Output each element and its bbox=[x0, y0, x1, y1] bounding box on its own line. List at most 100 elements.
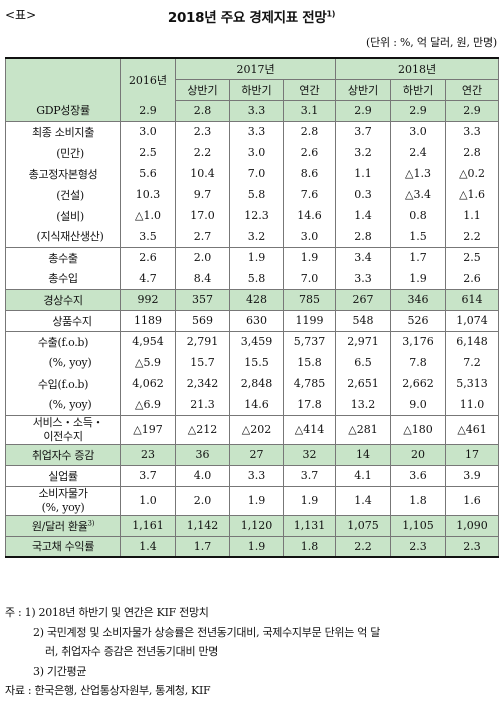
cell: 569 bbox=[175, 309, 230, 331]
cell: 4.7 bbox=[120, 268, 176, 289]
row-label: 수입(f.o.b) bbox=[5, 373, 121, 394]
header-period: 상반기 bbox=[175, 79, 230, 101]
table-row: (지식재산생산) 3.5 2.7 3.2 3.0 2.8 1.5 2.2 bbox=[5, 226, 500, 247]
cell: 1,142 bbox=[175, 514, 230, 536]
cell: 2.3 bbox=[175, 120, 230, 142]
cell: 2.2 bbox=[445, 226, 500, 247]
cell: 2.2 bbox=[335, 535, 392, 558]
cell: 17.0 bbox=[175, 205, 230, 226]
row-label: (건설) bbox=[5, 184, 121, 205]
footnote-3: 3) 기간평균 bbox=[33, 665, 87, 678]
cell: 2.9 bbox=[390, 100, 447, 121]
cell: 14.6 bbox=[229, 394, 284, 415]
page-title: 2018년 주요 경제지표 전망1) bbox=[5, 6, 498, 27]
cell: 548 bbox=[335, 309, 392, 331]
cell: 1,075 bbox=[335, 514, 392, 536]
cell: 3.4 bbox=[335, 246, 392, 268]
cell: 357 bbox=[175, 288, 230, 310]
cell: 3.0 bbox=[120, 120, 176, 142]
cell: 1.7 bbox=[390, 246, 447, 268]
table-row: 원/달러 환율3) 1,161 1,142 1,120 1,131 1,075 … bbox=[5, 514, 500, 536]
cell: 1,161 bbox=[120, 514, 176, 536]
cell: 0.3 bbox=[335, 184, 392, 205]
cell: 2.0 bbox=[175, 246, 230, 268]
row-label: 총고정자본형성 bbox=[5, 163, 121, 184]
cell: 1.6 bbox=[445, 485, 500, 515]
cell: 1.7 bbox=[175, 535, 230, 558]
cell: 2.9 bbox=[335, 100, 392, 121]
header-2017: 2017년 bbox=[174, 57, 337, 80]
footnote-1: 주 : 1) 2018년 하반기 및 연간은 KIF 전망치 bbox=[5, 606, 209, 619]
cell: 21.3 bbox=[175, 394, 230, 415]
cell: 12.3 bbox=[229, 205, 284, 226]
cell: 2.7 bbox=[175, 226, 230, 247]
cell: 992 bbox=[120, 288, 176, 310]
cell: 2.3 bbox=[445, 535, 500, 558]
row-label: 상품수지 bbox=[5, 309, 121, 331]
row-label: 서비스・소득・ 이전수지 bbox=[5, 414, 121, 444]
cell: △180 bbox=[390, 414, 447, 444]
cell: 5.6 bbox=[120, 163, 176, 184]
cell: 10.4 bbox=[175, 163, 230, 184]
footnote-2-cont: 러, 취업자수 증감은 전년동기대비 만명 bbox=[45, 645, 219, 658]
cell: 23 bbox=[120, 443, 176, 465]
cell: 32 bbox=[282, 443, 337, 465]
row-label: GDP성장률 bbox=[5, 100, 121, 121]
cell: 1,120 bbox=[229, 514, 284, 536]
cell: 2,651 bbox=[335, 373, 392, 394]
cell: 5,313 bbox=[445, 373, 500, 394]
cell: 2.9 bbox=[445, 100, 500, 121]
cell: 7.0 bbox=[229, 163, 284, 184]
cell: 2.6 bbox=[445, 268, 500, 289]
cell: △1.6 bbox=[445, 184, 500, 205]
cell: 0.8 bbox=[390, 205, 447, 226]
cell: 1.0 bbox=[120, 485, 176, 515]
row-label-line: (%, yoy) bbox=[41, 500, 85, 514]
cell: 3.0 bbox=[390, 120, 447, 142]
header-period: 연간 bbox=[282, 79, 337, 101]
table-row: 상품수지 1189 569 630 1199 548 526 1,074 bbox=[5, 309, 500, 331]
cell: 1199 bbox=[282, 309, 337, 331]
row-label: (민간) bbox=[5, 142, 121, 163]
row-label: 실업률 bbox=[5, 464, 121, 486]
source-note: 자료 : 한국은행, 산업통상자원부, 통계청, KIF bbox=[5, 684, 211, 697]
cell: 3.3 bbox=[445, 120, 500, 142]
row-label: 취업자수 증감 bbox=[5, 443, 121, 465]
cell: 3,176 bbox=[390, 330, 447, 352]
unit-note: (단위 : %, 억 달러, 원, 만명) bbox=[366, 36, 497, 49]
row-label: 원/달러 환율3) bbox=[5, 514, 121, 536]
cell: 27 bbox=[229, 443, 284, 465]
cell: 1.1 bbox=[445, 205, 500, 226]
row-label-line: 이전수지 bbox=[43, 429, 83, 443]
cell: 1,131 bbox=[282, 514, 337, 536]
cell: 2.9 bbox=[120, 100, 176, 121]
table-row: 국고채 수익률 1.4 1.7 1.9 1.8 2.2 2.3 2.3 bbox=[5, 535, 500, 558]
table-row: 취업자수 증감 23 36 27 32 14 20 17 bbox=[5, 443, 500, 465]
cell: △1.3 bbox=[390, 163, 447, 184]
row-label: 총수입 bbox=[5, 268, 121, 289]
cell: 1.9 bbox=[229, 246, 284, 268]
table-row: 총고정자본형성 5.6 10.4 7.0 8.6 1.1 △1.3 △0.2 bbox=[5, 163, 500, 184]
cell: 17 bbox=[445, 443, 500, 465]
row-label: (지식재산생산) bbox=[5, 226, 121, 247]
cell: 2.5 bbox=[120, 142, 176, 163]
row-label: 경상수지 bbox=[5, 288, 121, 310]
cell: 3.7 bbox=[120, 464, 176, 486]
cell: 11.0 bbox=[445, 394, 500, 415]
cell: △197 bbox=[120, 414, 176, 444]
cell: 1.4 bbox=[335, 205, 392, 226]
table-row: (%, yoy) △5.9 15.7 15.5 15.8 6.5 7.8 7.2 bbox=[5, 352, 500, 373]
cell: 3.2 bbox=[335, 142, 392, 163]
cell: 14.6 bbox=[282, 205, 337, 226]
cell: 8.6 bbox=[282, 163, 337, 184]
cell: 5.8 bbox=[229, 268, 284, 289]
cell: 3.0 bbox=[229, 142, 284, 163]
title-footnote-mark: 1) bbox=[326, 9, 336, 19]
table-row: GDP성장률 2.9 2.8 3.3 3.1 2.9 2.9 2.9 bbox=[5, 100, 500, 121]
cell: 2.4 bbox=[390, 142, 447, 163]
cell: 2.8 bbox=[445, 142, 500, 163]
header-label-cell bbox=[5, 57, 121, 100]
cell: 2,662 bbox=[390, 373, 447, 394]
cell: 8.4 bbox=[175, 268, 230, 289]
header-period: 연간 bbox=[445, 79, 500, 101]
